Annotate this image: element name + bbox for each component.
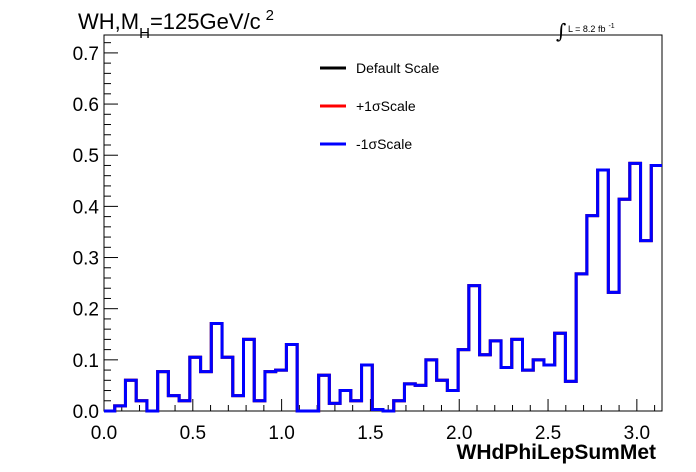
legend: Default Scale +1σScale -1σScale — [320, 60, 439, 152]
legend-label: Default Scale — [356, 60, 439, 76]
series-line-0 — [104, 161, 662, 413]
series-line-2 — [104, 161, 662, 413]
y-tick-label: 0.2 — [73, 300, 99, 321]
y-tick-label: 0.3 — [73, 249, 99, 270]
lumi-superscript: -1 — [608, 23, 614, 30]
legend-label: +1σScale — [356, 98, 416, 114]
series-group — [104, 161, 662, 413]
y-axis: 0.0 0.1 0.2 0.3 0.4 0.5 0.6 0.7 — [73, 42, 118, 423]
x-tick-label: 0.5 — [180, 423, 206, 444]
title-subscript: H — [139, 25, 150, 42]
title-superscript: 2 — [266, 7, 274, 24]
x-axis-label: WHdPhiLepSumMet — [457, 441, 657, 464]
chart-title: WH,MH=125GeV/c 2 — [78, 7, 274, 42]
x-tick-label: 2.0 — [446, 423, 472, 444]
y-tick-label: 0.1 — [73, 351, 99, 372]
lumi-text: L = 8.2 fb — [568, 24, 605, 34]
x-tick-label: 3.0 — [624, 423, 650, 444]
x-tick-label: 1.5 — [357, 423, 383, 444]
title-rest: =125GeV/c — [150, 9, 261, 34]
plot-frame — [103, 34, 663, 412]
y-tick-label: 0.7 — [73, 44, 99, 65]
y-tick-label: 0.5 — [73, 146, 99, 167]
x-tick-label: 1.0 — [268, 423, 294, 444]
series-line-1 — [104, 161, 662, 413]
legend-label: -1σScale — [356, 136, 412, 152]
lumi-label: L = 8.2 fb -1 — [568, 23, 615, 34]
x-tick-label: 2.5 — [535, 423, 561, 444]
y-tick-label: 0.6 — [73, 95, 99, 116]
title-main: WH,M — [78, 9, 139, 34]
x-tick-label: 0.0 — [91, 423, 117, 444]
x-axis: 0.0 0.5 1.0 1.5 2.0 2.5 3.0 — [91, 399, 656, 444]
y-tick-label: 0.4 — [73, 197, 100, 218]
lumi-integral-icon: ∫ — [556, 19, 566, 43]
y-tick-label: 0.0 — [73, 402, 99, 423]
